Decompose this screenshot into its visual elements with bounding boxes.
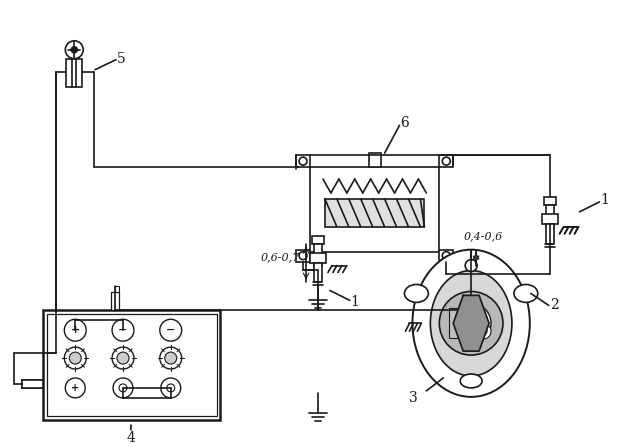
Bar xyxy=(296,250,310,262)
Circle shape xyxy=(112,319,134,341)
Circle shape xyxy=(65,319,86,341)
Bar xyxy=(314,244,322,265)
Bar xyxy=(115,286,119,293)
Circle shape xyxy=(119,384,127,392)
Circle shape xyxy=(113,378,133,398)
Text: 0,4-0,6: 0,4-0,6 xyxy=(463,231,502,241)
Text: 5: 5 xyxy=(117,52,126,66)
Circle shape xyxy=(161,378,181,398)
Circle shape xyxy=(475,323,491,339)
Bar xyxy=(312,236,324,244)
Bar xyxy=(47,314,217,416)
Circle shape xyxy=(65,41,83,59)
Text: 4: 4 xyxy=(127,431,136,445)
Circle shape xyxy=(465,260,477,272)
Circle shape xyxy=(65,378,85,398)
Bar xyxy=(369,153,381,167)
Circle shape xyxy=(112,347,134,369)
Circle shape xyxy=(71,47,77,53)
Text: −: − xyxy=(166,325,176,335)
Circle shape xyxy=(160,319,182,341)
Bar xyxy=(43,310,220,420)
Circle shape xyxy=(442,157,450,165)
Bar xyxy=(22,380,43,388)
Circle shape xyxy=(479,327,487,335)
Circle shape xyxy=(439,291,503,355)
Circle shape xyxy=(70,352,81,364)
Circle shape xyxy=(160,347,182,369)
Text: −: − xyxy=(119,325,128,335)
Bar xyxy=(544,197,556,205)
Circle shape xyxy=(167,384,175,392)
Circle shape xyxy=(299,157,307,165)
Ellipse shape xyxy=(404,285,428,302)
Text: 3: 3 xyxy=(409,391,418,405)
Ellipse shape xyxy=(412,250,530,397)
Text: 1: 1 xyxy=(601,193,609,207)
Ellipse shape xyxy=(514,285,538,302)
Bar xyxy=(22,380,43,388)
Polygon shape xyxy=(453,295,489,351)
Bar xyxy=(296,155,310,167)
Ellipse shape xyxy=(430,271,512,376)
Circle shape xyxy=(165,352,177,364)
Text: 1: 1 xyxy=(351,295,360,310)
Ellipse shape xyxy=(460,374,482,388)
Bar xyxy=(542,214,558,224)
Circle shape xyxy=(65,347,86,369)
Bar xyxy=(325,199,424,227)
Bar xyxy=(449,308,469,338)
Bar xyxy=(546,224,554,244)
Circle shape xyxy=(451,303,491,343)
Circle shape xyxy=(117,352,129,364)
Circle shape xyxy=(299,252,307,260)
Bar xyxy=(66,59,82,87)
Bar xyxy=(314,263,322,282)
Bar xyxy=(546,205,554,227)
Bar xyxy=(310,252,326,263)
Circle shape xyxy=(442,252,450,260)
Bar xyxy=(111,293,119,310)
Text: 6: 6 xyxy=(401,116,409,130)
Bar xyxy=(439,155,453,167)
Text: 0,6-0,7: 0,6-0,7 xyxy=(260,252,299,263)
Text: +: + xyxy=(71,383,79,393)
Text: +: + xyxy=(71,325,80,335)
Text: 2: 2 xyxy=(550,298,558,312)
Bar xyxy=(439,250,453,262)
Bar xyxy=(310,167,439,252)
